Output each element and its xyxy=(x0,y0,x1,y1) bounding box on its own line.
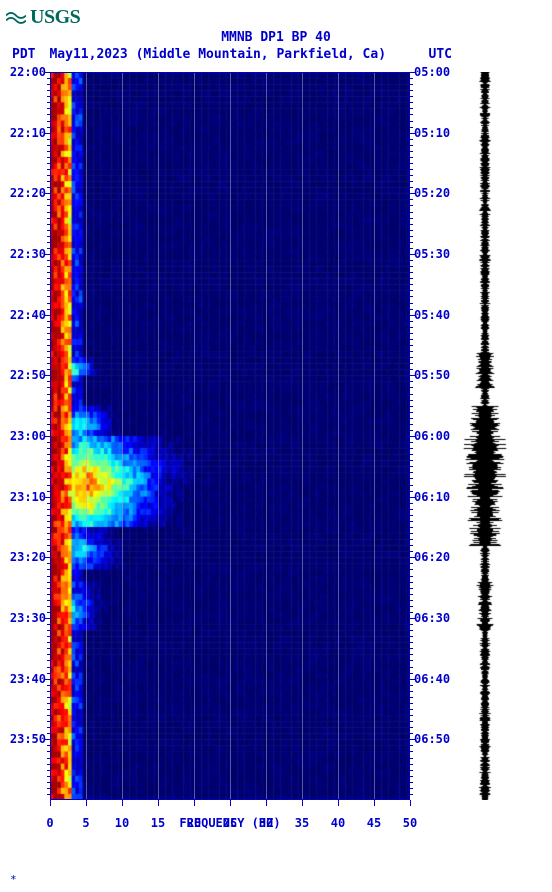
y-left-label: 23:50 xyxy=(6,732,46,746)
y-right-label: 05:10 xyxy=(414,126,454,140)
y-left-label: 23:30 xyxy=(6,611,46,625)
y-right-label: 06:40 xyxy=(414,672,454,686)
x-axis-title: FREQUENCY (HZ) xyxy=(50,816,410,830)
y-right-label: 05:40 xyxy=(414,308,454,322)
wave-icon xyxy=(6,10,26,26)
spectrogram-canvas xyxy=(50,72,410,800)
y-right-label: 05:30 xyxy=(414,247,454,261)
chart-subtitle: PDT May11,2023 (Middle Mountain, Parkfie… xyxy=(0,47,552,62)
y-right-axis: 05:0005:1005:2005:3005:4005:5006:0006:10… xyxy=(414,72,454,800)
footer-mark: * xyxy=(10,873,17,886)
y-right-label: 06:10 xyxy=(414,490,454,504)
y-right-label: 05:50 xyxy=(414,368,454,382)
y-left-label: 22:20 xyxy=(6,186,46,200)
y-left-label: 22:30 xyxy=(6,247,46,261)
logo-text: USGS xyxy=(30,6,80,29)
chart-container: MMNB DP1 BP 40 PDT May11,2023 (Middle Mo… xyxy=(0,30,552,800)
seismogram-trace xyxy=(460,72,510,800)
y-left-label: 23:40 xyxy=(6,672,46,686)
usgs-logo: USGS xyxy=(6,6,80,29)
y-left-label: 22:50 xyxy=(6,368,46,382)
y-right-label: 06:50 xyxy=(414,732,454,746)
y-left-label: 22:40 xyxy=(6,308,46,322)
y-left-label: 22:10 xyxy=(6,126,46,140)
y-left-label: 22:00 xyxy=(6,65,46,79)
y-left-label: 23:00 xyxy=(6,429,46,443)
date-location: May11,2023 (Middle Mountain, Parkfield, … xyxy=(49,47,386,62)
right-tz: UTC xyxy=(429,47,452,62)
chart-title: MMNB DP1 BP 40 xyxy=(0,30,552,45)
plot-area: 22:0022:1022:2022:3022:4022:5023:0023:10… xyxy=(50,72,410,800)
y-left-axis: 22:0022:1022:2022:3022:4022:5023:0023:10… xyxy=(6,72,46,800)
y-right-label: 06:20 xyxy=(414,550,454,564)
y-right-label: 05:00 xyxy=(414,65,454,79)
y-right-label: 06:00 xyxy=(414,429,454,443)
left-tz: PDT xyxy=(12,47,35,62)
y-right-label: 06:30 xyxy=(414,611,454,625)
y-left-label: 23:10 xyxy=(6,490,46,504)
y-left-label: 23:20 xyxy=(6,550,46,564)
y-right-label: 05:20 xyxy=(414,186,454,200)
